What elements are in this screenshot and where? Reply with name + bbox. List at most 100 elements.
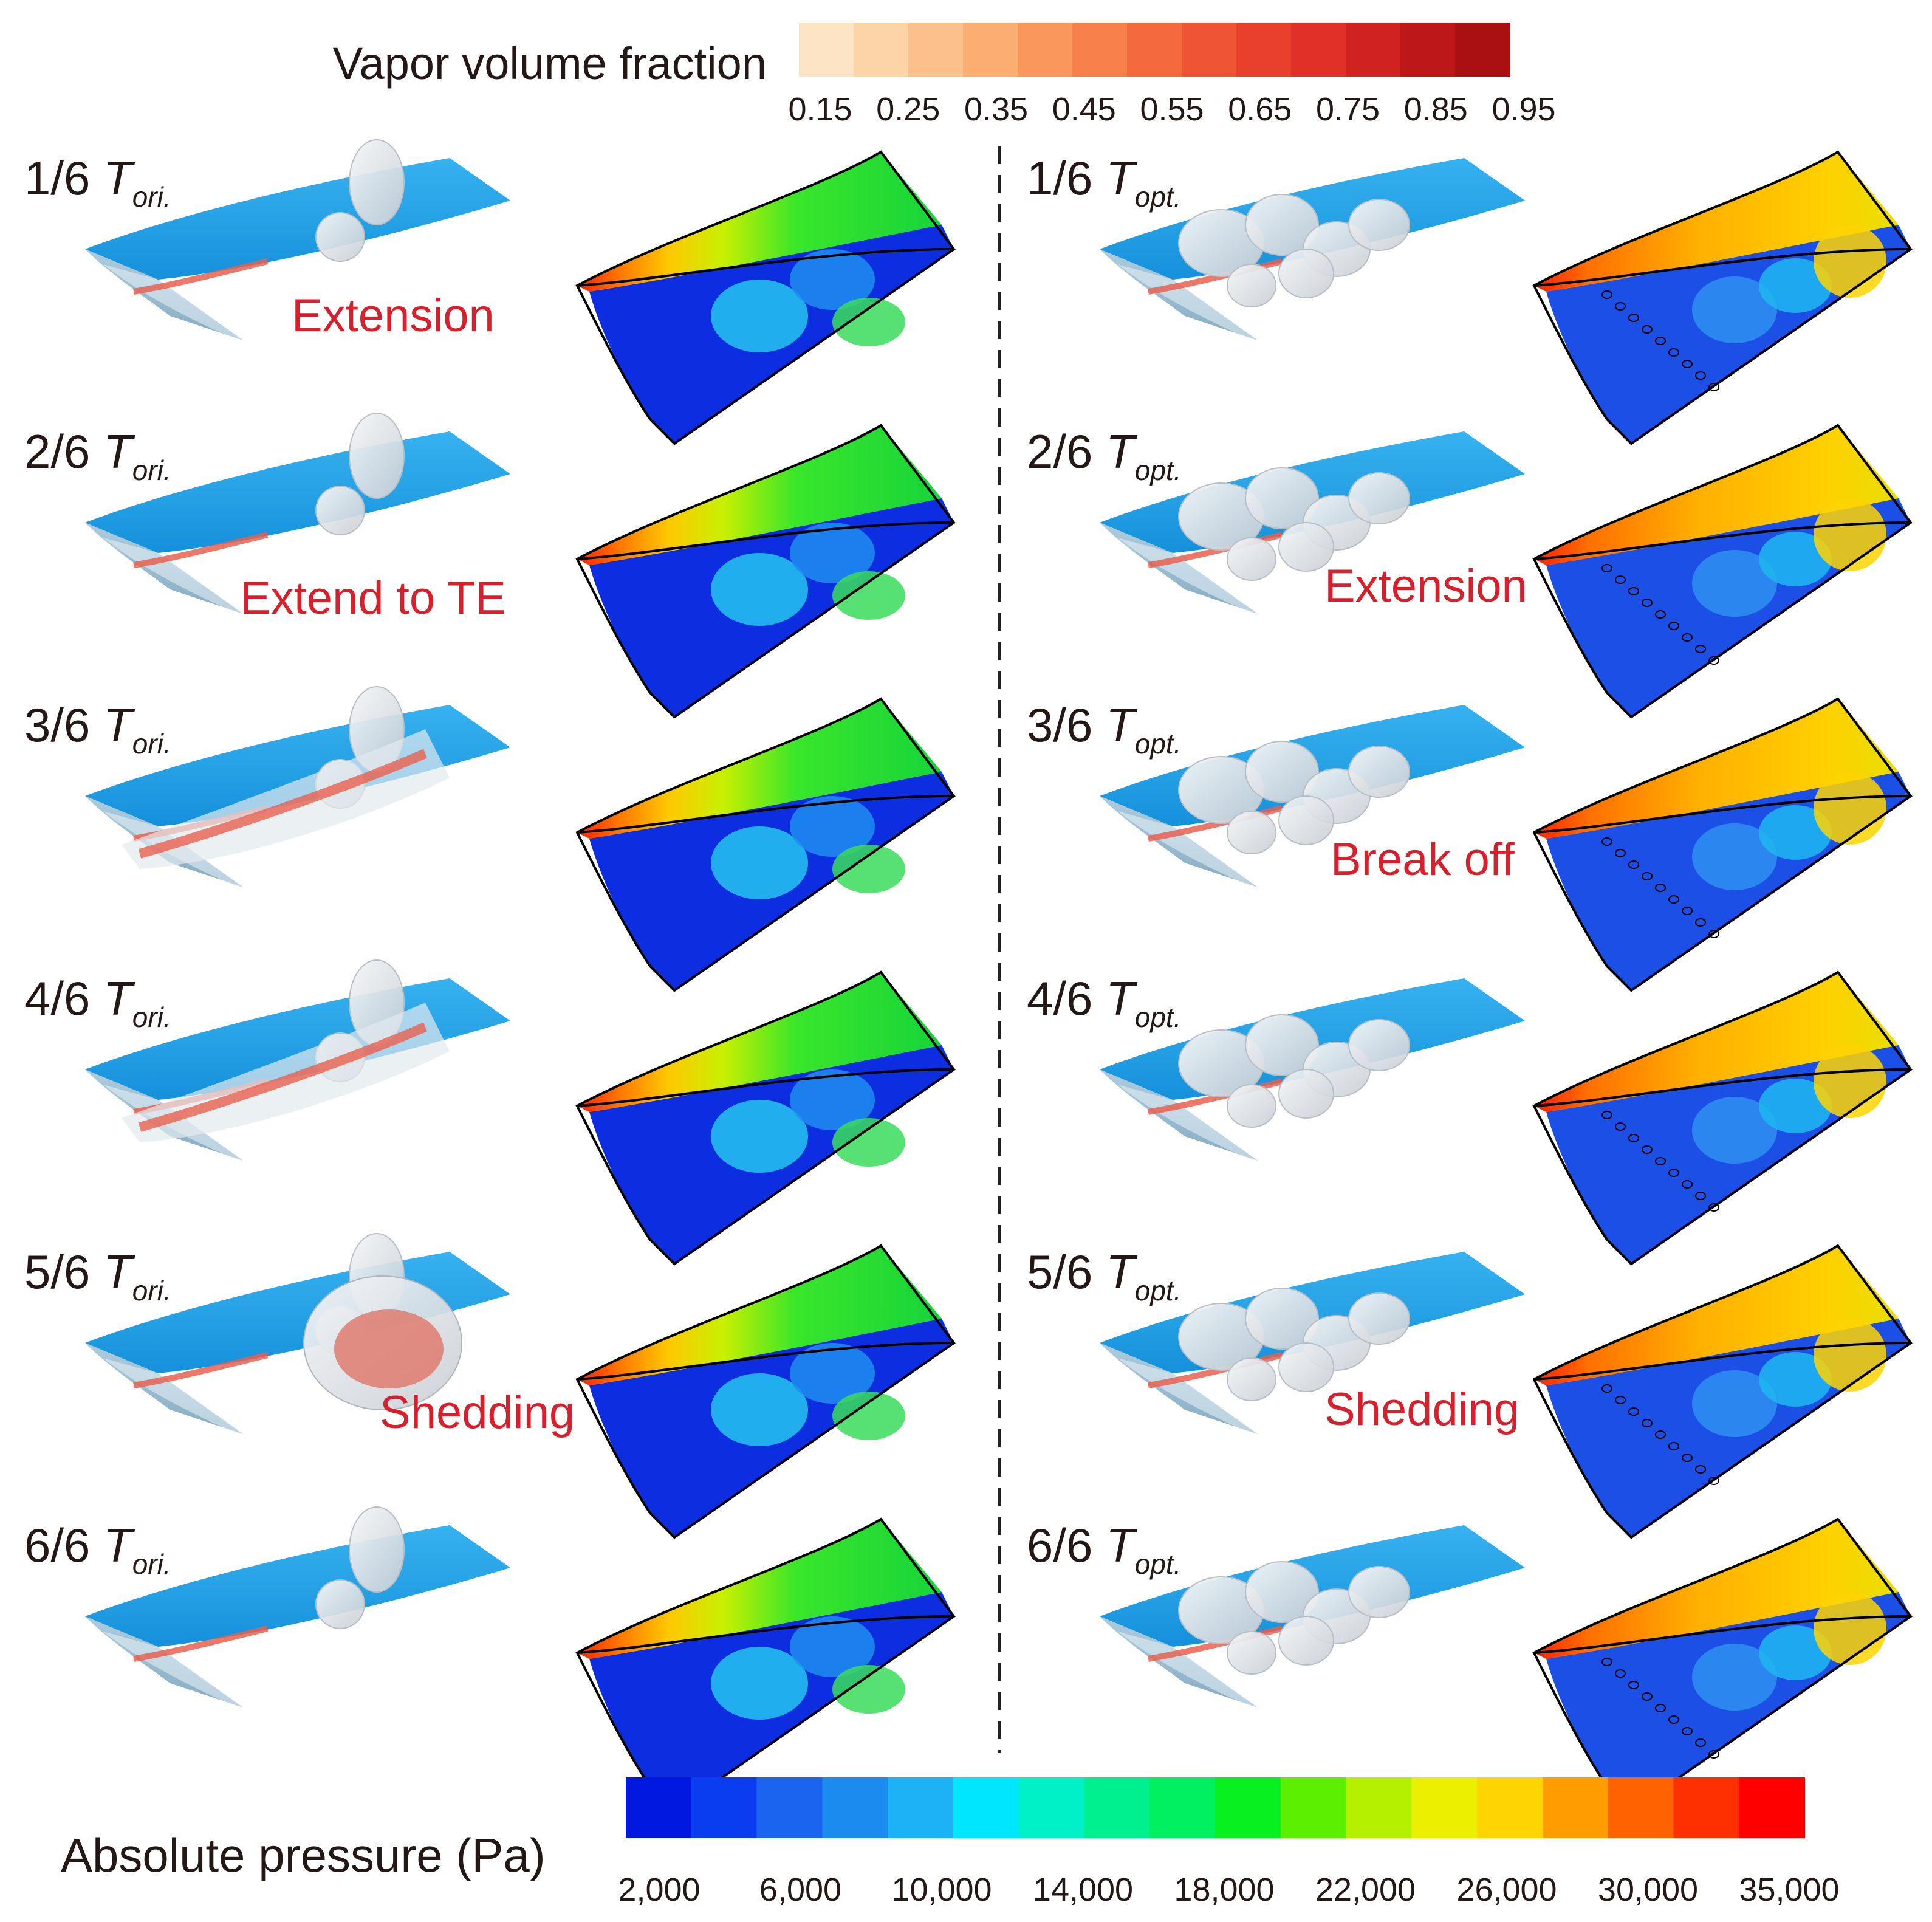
vapor-color-swatch <box>1127 23 1182 77</box>
obstacle-hole-marker <box>1615 1396 1626 1404</box>
obstacle-hole-marker <box>1655 1157 1666 1165</box>
suction-surface-strip <box>577 1519 942 1659</box>
obstacle-hole-marker <box>1601 1658 1612 1666</box>
period-symbol: T <box>103 425 135 478</box>
pressure-tick-label: 10,000 <box>891 1872 992 1908</box>
vapor-color-swatch <box>1072 23 1128 77</box>
time-fraction: 3/6 <box>1027 698 1106 752</box>
vapor-cloud <box>1245 1288 1319 1350</box>
vapor-tick-label: 0.35 <box>964 91 1028 128</box>
period-symbol: T <box>103 1519 135 1572</box>
leading-edge-line <box>1533 521 1911 560</box>
pressure-color-swatch <box>888 1777 954 1838</box>
vapor-color-swatch <box>1291 23 1346 77</box>
vapor-tick-label: 0.55 <box>1140 91 1204 128</box>
panel-outline <box>1532 1244 1913 1539</box>
right-time-label: 3/6 Topt. <box>1027 698 1182 760</box>
time-fraction: 2/6 <box>1027 425 1106 478</box>
shed-cloud-core <box>334 1309 444 1388</box>
foil-top-surface <box>85 158 510 280</box>
sheet-cavity <box>1118 264 1258 340</box>
vapor-legend-title: Vapor volume fraction <box>333 38 767 89</box>
leading-edge-line <box>577 1615 954 1654</box>
leading-edge-line <box>577 1342 954 1381</box>
vapor-cloud <box>315 212 365 262</box>
pressure-patch <box>832 571 905 620</box>
phase-annotation: Shedding <box>1324 1384 1519 1435</box>
time-fraction: 5/6 <box>24 1245 103 1299</box>
vapor-ridge <box>1148 805 1283 842</box>
obstacle-hole-marker <box>1708 1477 1719 1485</box>
right-time-label: 1/6 Topt. <box>1027 151 1182 213</box>
vapor-cloud <box>1245 1014 1319 1076</box>
vapor-tick-label: 0.75 <box>1316 91 1380 128</box>
pressure-patch <box>1814 772 1886 845</box>
vapor-color-swatch <box>1018 23 1073 77</box>
vapor-color-swatch <box>854 23 909 77</box>
right-time-label: 2/6 Topt. <box>1027 425 1182 486</box>
pressure-patch <box>711 1647 808 1720</box>
vapor-cloud <box>1278 795 1334 845</box>
obstacle-hole-marker <box>1682 1180 1693 1189</box>
foil-3d-view <box>1100 1525 1525 1707</box>
leading-edge-line <box>1533 1342 1911 1381</box>
sheet-cavity <box>1118 1085 1258 1161</box>
suction-surface-strip <box>1534 425 1899 565</box>
obstacle-hole-marker <box>1682 360 1693 368</box>
time-fraction: 4/6 <box>24 972 103 1025</box>
obstacle-hole-marker <box>1655 1704 1666 1712</box>
pressure-patch <box>1759 1352 1832 1407</box>
vapor-cloud <box>1227 1357 1276 1401</box>
suction-surface-strip <box>577 699 942 839</box>
pressure-color-swatch <box>691 1777 758 1838</box>
panel-outline <box>1532 150 1913 445</box>
pressure-patch <box>790 249 875 310</box>
vapor-tick-label: 0.25 <box>876 91 940 128</box>
foil-3d-view <box>85 139 510 340</box>
obstacle-hole-marker <box>1668 1442 1679 1450</box>
phase-annotation: Extension <box>292 290 495 341</box>
foil-3d-view <box>1100 978 1525 1161</box>
obstacle-hole-marker <box>1642 599 1653 607</box>
pressure-tick-label: 22,000 <box>1315 1872 1416 1908</box>
obstacle-hole-marker <box>1708 383 1719 391</box>
period-symbol: T <box>1106 425 1138 478</box>
obstacle-hole-marker <box>1668 895 1679 904</box>
period-symbol: T <box>103 698 135 752</box>
pressure-patch <box>832 298 905 346</box>
vapor-cloud <box>1348 1019 1410 1071</box>
vapor-cloud <box>349 413 405 499</box>
pressure-contour-view <box>575 1517 956 1813</box>
pressure-color-swatch <box>1149 1777 1216 1838</box>
vapor-color-swatch <box>1346 23 1401 77</box>
pressure-patch <box>1814 1045 1886 1118</box>
time-row: 1/6 Tori. 1/6 Topt.Extension <box>24 139 1913 445</box>
panel-outline <box>1532 1517 1913 1813</box>
pressure-patch <box>711 1100 808 1173</box>
period-subscript: ori. <box>132 1275 171 1306</box>
obstacle-hole-marker <box>1628 860 1639 869</box>
panel-outline <box>575 424 956 719</box>
sheet-cavity <box>103 538 243 614</box>
pressure-color-swatch <box>756 1777 823 1838</box>
left-time-label: 6/6 Tori. <box>24 1519 171 1580</box>
obstacle-hole-marker <box>1655 884 1666 892</box>
leading-edge-line <box>577 1068 954 1107</box>
obstacle-hole-marker <box>1628 1134 1639 1142</box>
panel-outline <box>575 1244 956 1539</box>
vapor-cloud <box>1278 249 1334 298</box>
pressure-colorbar <box>626 1777 1805 1838</box>
period-subscript: ori. <box>132 728 171 760</box>
pressure-patch <box>790 1616 875 1677</box>
vapor-tick-label: 0.65 <box>1228 91 1292 128</box>
obstacle-hole-marker <box>1668 1169 1679 1177</box>
pressure-legend: Absolute pressure (Pa) 2,000 6,000 10,000 1… <box>61 1777 1840 1908</box>
vapor-ridge <box>1148 532 1283 568</box>
period-subscript: opt. <box>1135 455 1182 486</box>
suction-surface-strip <box>577 1246 942 1385</box>
pressure-contour-view <box>1532 697 1913 992</box>
vapor-cloud <box>1245 1561 1319 1623</box>
left-time-label: 5/6 Tori. <box>24 1245 171 1306</box>
sheet-cavity <box>103 1632 243 1707</box>
period-subscript: opt. <box>1135 1275 1182 1306</box>
